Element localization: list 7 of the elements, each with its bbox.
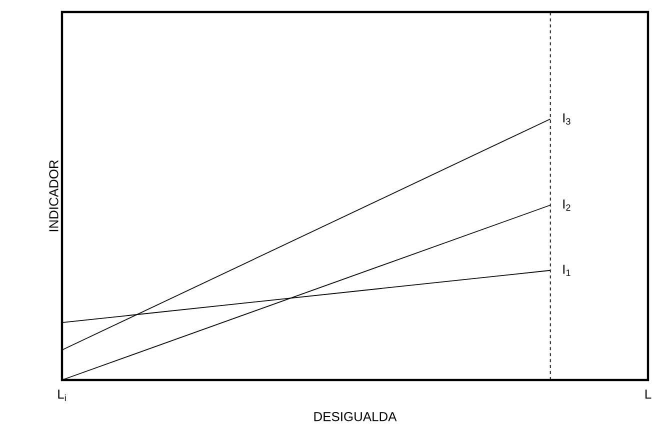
x-tick-label: L — [645, 390, 652, 399]
x-tick-label: L$_{i}$ — [58, 390, 66, 402]
y-axis-title: INDICADOR — [49, 160, 58, 232]
x-axis-title: DESIGUALDA — [314, 412, 397, 422]
series-label: I$_{3}$ — [563, 113, 570, 125]
series-label: I$_{1}$ — [563, 264, 570, 276]
series-label: I$_{2}$ — [563, 200, 570, 211]
